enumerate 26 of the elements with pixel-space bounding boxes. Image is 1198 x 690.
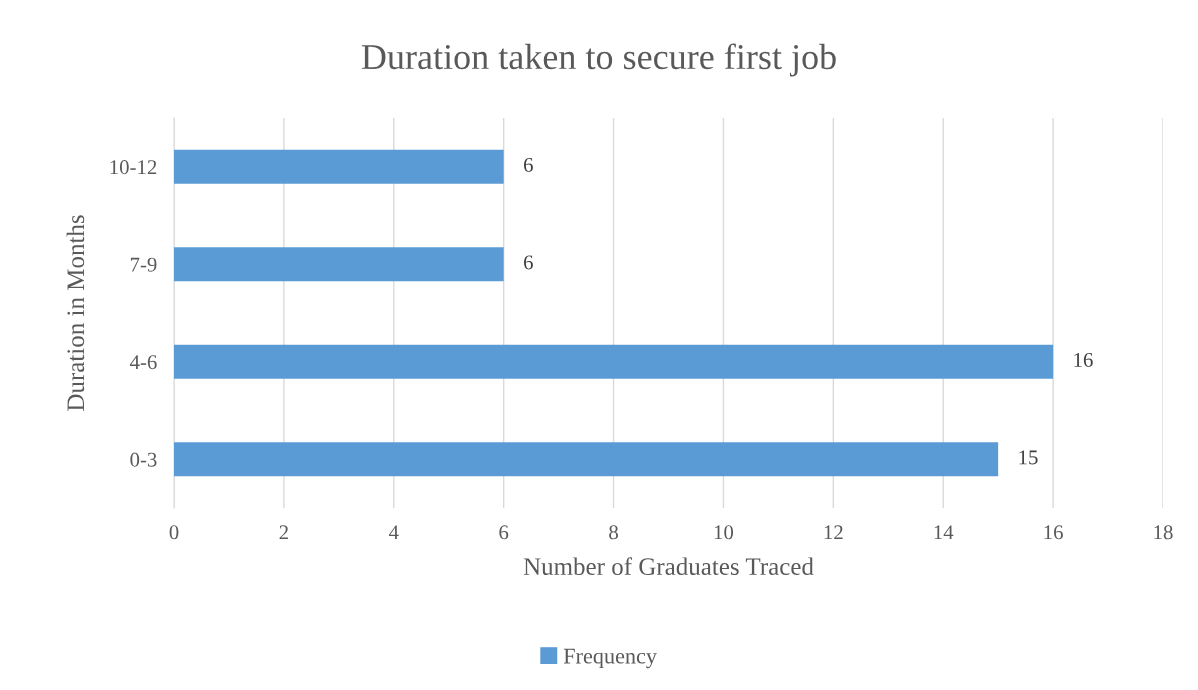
data-label: 15 bbox=[1019, 450, 1038, 465]
bar bbox=[174, 149, 504, 184]
x-tick-label: 16 bbox=[1044, 525, 1063, 540]
y-tick-label: 0-3 bbox=[130, 452, 157, 467]
y-axis-title: Duration in Months bbox=[66, 215, 85, 411]
x-tick-label: 10 bbox=[714, 525, 734, 540]
x-tick-label: 2 bbox=[279, 525, 288, 540]
x-tick-label: 6 bbox=[499, 525, 509, 540]
y-tick-label: 4-6 bbox=[129, 355, 157, 370]
x-tick-label: 14 bbox=[934, 525, 954, 540]
x-tick-label: 12 bbox=[824, 525, 843, 540]
chart-title: Duration taken to secure first job bbox=[361, 43, 836, 77]
bar bbox=[174, 247, 504, 282]
x-tick-label: 0 bbox=[169, 525, 179, 540]
y-tick-label: 10-12 bbox=[110, 160, 157, 175]
x-axis-title: Number of Graduates Traced bbox=[523, 557, 814, 576]
y-tick-label: 7-9 bbox=[130, 257, 157, 272]
data-label: 16 bbox=[1074, 352, 1093, 367]
data-label: 6 bbox=[524, 255, 533, 270]
legend-label: Frequency bbox=[563, 648, 657, 669]
x-tick-label: 4 bbox=[388, 525, 399, 540]
x-tick-label: 8 bbox=[609, 525, 618, 540]
bar bbox=[174, 442, 999, 477]
data-label: 6 bbox=[524, 157, 533, 172]
x-tick-label: 18 bbox=[1154, 525, 1173, 540]
bar bbox=[174, 344, 1054, 379]
